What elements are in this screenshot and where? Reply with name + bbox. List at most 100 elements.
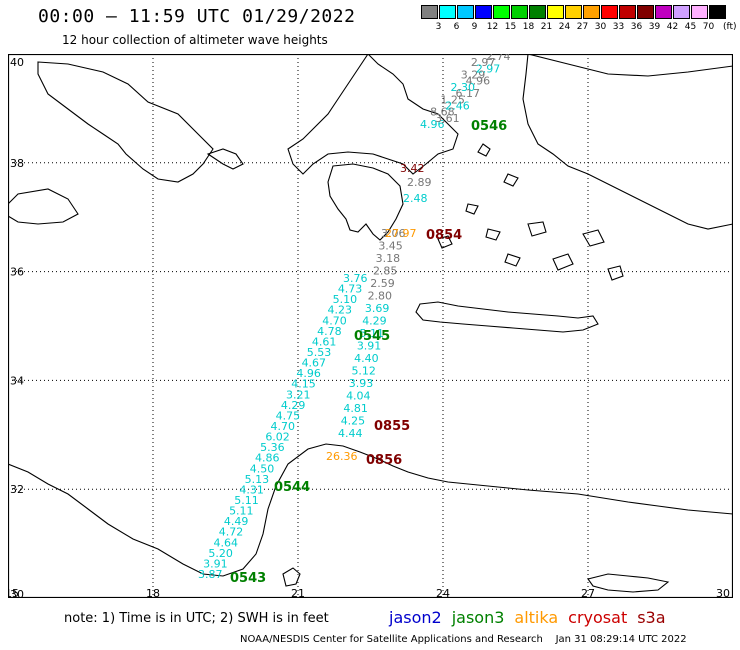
map-title: 00:00 – 11:59 UTC 01/29/2022 (38, 6, 356, 27)
wave-height-label: 4.23 (327, 304, 352, 317)
legend-tick-label: 30 (594, 22, 607, 32)
wave-height-label: 3.29 (461, 69, 486, 82)
satellite-jason3: jason3 (451, 608, 505, 627)
wave-height-label: 2.85 (373, 265, 398, 278)
wave-height-label: 5.36 (260, 441, 285, 454)
note-text: note: 1) Time is in UTC; 2) SWH is in fe… (64, 611, 329, 626)
credit-line: NOAA/NESDIS Center for Satellite Applica… (240, 634, 687, 645)
lat-tick-label: 32 (10, 483, 24, 496)
wave-height-label: 3.69 (365, 302, 390, 315)
wave-height-label: 3.91 (357, 340, 382, 353)
wave-height-label: 4.29 (362, 315, 387, 328)
wave-height-label: 27.97 (385, 227, 417, 240)
lat-tick-label: 36 (10, 266, 24, 279)
wave-height-label: 2.89 (407, 176, 432, 189)
legend-tick-label: 33 (612, 22, 625, 32)
legend-swatch (439, 5, 456, 19)
legend-swatch (673, 5, 690, 19)
wave-height-label: 4.81 (343, 402, 368, 415)
wave-height-label: 4.75 (276, 409, 301, 422)
legend-swatch (709, 5, 726, 19)
wave-height-legend: 3 6 9 12 15 18 21 24 27 30 33 36 39 42 45 70 (ft) (421, 5, 737, 35)
wave-height-label: 2.30 (451, 81, 476, 94)
coastline (8, 54, 733, 593)
wave-height-label: 4.72 (219, 526, 244, 539)
satellite-cryosat: cryosat (568, 608, 628, 627)
wave-height-label: 5.12 (351, 365, 376, 378)
wave-height-label: 4.29 (281, 399, 306, 412)
wave-height-label: 3.45 (378, 240, 403, 253)
wave-height-label: 2.97 (476, 62, 501, 75)
legend-swatch (421, 5, 438, 19)
map-border (8, 54, 733, 598)
lon-tick-label: 21 (291, 587, 305, 598)
altimeter-map: 3.873.915.204.644.724.495.115.114.315.13… (8, 54, 733, 598)
wave-height-label: 3.21 (286, 388, 311, 401)
lat-tick-label: 40 (10, 56, 24, 69)
track-time-label: 0543 (230, 571, 266, 586)
wave-height-label: 3.61 (435, 112, 460, 125)
wave-height-label: 3.87 (198, 568, 223, 581)
wave-height-label: 4.64 (214, 536, 239, 549)
lat-tick-label: 30 (10, 588, 24, 598)
legend-swatch (583, 5, 600, 19)
track-time-label: 0854 (426, 228, 462, 243)
wave-height-label: 4.61 (312, 335, 337, 348)
legend-tick-label: 12 (486, 22, 499, 32)
legend-tick-label: 42 (666, 22, 679, 32)
wave-height-label: 4.73 (338, 283, 363, 296)
wave-height-label: 4.50 (250, 462, 274, 475)
legend-tick-label: 27 (576, 22, 589, 32)
wave-height-label: 5.10 (333, 293, 358, 306)
legend-swatch (457, 5, 474, 19)
wave-height-label: 2.80 (368, 290, 393, 303)
wave-height-label: 4.70 (271, 420, 296, 433)
track-time-label: 0545 (354, 329, 390, 344)
wave-height-label: 5.11 (229, 505, 254, 518)
legend-tick-label: 45 (684, 22, 697, 32)
wave-height-label: 4.67 (302, 357, 327, 370)
lon-tick-label: 27 (581, 587, 595, 598)
wave-height-label: 5.11 (360, 327, 385, 340)
wave-height-label: 4.44 (338, 427, 363, 440)
wave-height-label: 3.93 (349, 377, 374, 390)
legend-tick-label: 21 (540, 22, 553, 32)
legend-swatch (619, 5, 636, 19)
legend-tick-label: 24 (558, 22, 571, 32)
wave-height-label: 4.70 (322, 314, 347, 327)
wave-height-labels: 3.873.915.204.644.724.495.115.114.315.13… (198, 54, 511, 586)
wave-height-label: 4.15 (291, 378, 316, 391)
wave-height-label: 1.25 (440, 93, 465, 106)
wave-height-label: 4.86 (255, 452, 280, 465)
wave-height-label: 5.20 (208, 547, 233, 560)
wave-height-label: 5.11 (234, 494, 259, 507)
wave-height-label: 4.49 (224, 515, 249, 528)
legend-tick-label: 39 (648, 22, 661, 32)
lon-tick-label: 18 (146, 587, 160, 598)
satellite-altika: altika (514, 608, 559, 627)
wave-height-label: 4.25 (341, 415, 366, 428)
track-time-label: 0855 (374, 419, 410, 434)
wave-height-label: 26.36 (326, 450, 358, 463)
lon-tick-label: 15 (8, 587, 19, 598)
wave-height-label: 5.53 (307, 346, 332, 359)
legend-tick-label: 3 (435, 22, 442, 32)
track-time-label: 0544 (274, 480, 310, 495)
legend-tick-label: 9 (471, 22, 478, 32)
wave-height-label: 6.02 (265, 431, 290, 444)
lat-tick-label: 34 (10, 374, 24, 387)
wave-height-label: 6.17 (455, 87, 480, 100)
wave-height-label: 3.42 (400, 162, 425, 175)
legend-swatch (511, 5, 528, 19)
legend-swatch (655, 5, 672, 19)
legend-swatch (691, 5, 708, 19)
wave-height-label: 4.96 (466, 75, 491, 88)
wave-height-label: 5.13 (245, 473, 270, 486)
wave-height-label: 4.96 (296, 367, 321, 380)
wave-height-label: 3.18 (376, 252, 401, 265)
legend-swatch (637, 5, 654, 19)
satellite-key: jason2 jason3 altika cryosat s3a (389, 608, 676, 627)
wave-height-label: 3.91 (203, 557, 228, 570)
legend-tick-label: 15 (504, 22, 517, 32)
